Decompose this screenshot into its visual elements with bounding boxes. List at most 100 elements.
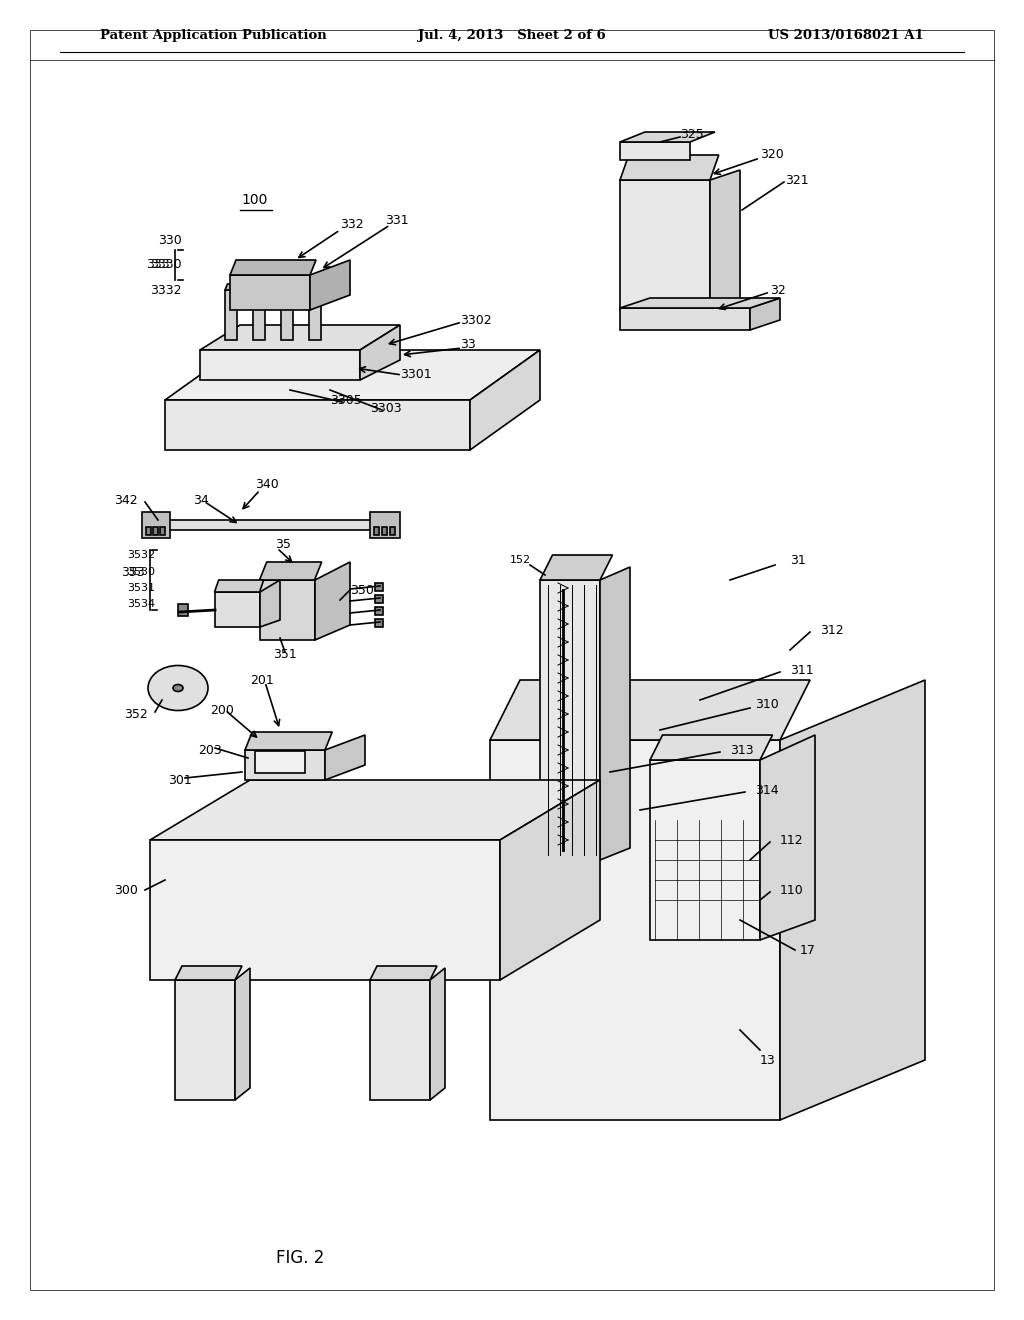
- Bar: [620, 180, 710, 310]
- Text: 3530: 3530: [127, 568, 155, 577]
- Text: 352: 352: [124, 709, 148, 722]
- Polygon shape: [150, 780, 600, 840]
- Polygon shape: [158, 520, 390, 531]
- Text: 320: 320: [760, 149, 783, 161]
- Polygon shape: [225, 284, 240, 290]
- Polygon shape: [710, 170, 740, 310]
- Polygon shape: [214, 579, 264, 591]
- Ellipse shape: [173, 685, 183, 692]
- Text: 3302: 3302: [460, 314, 492, 326]
- Text: 32: 32: [770, 284, 785, 297]
- Text: 34: 34: [193, 494, 209, 507]
- Bar: [255, 751, 305, 774]
- Text: 152: 152: [509, 554, 530, 565]
- Bar: [309, 290, 321, 341]
- Polygon shape: [370, 966, 437, 979]
- Polygon shape: [234, 968, 250, 1100]
- Text: 340: 340: [255, 479, 279, 491]
- Polygon shape: [650, 735, 772, 760]
- Bar: [160, 527, 165, 535]
- Bar: [390, 527, 395, 535]
- Polygon shape: [430, 968, 445, 1100]
- Text: 203: 203: [198, 743, 222, 756]
- Text: 3330: 3330: [151, 259, 182, 272]
- Polygon shape: [490, 680, 810, 741]
- Text: 13: 13: [760, 1053, 776, 1067]
- Text: 110: 110: [780, 883, 804, 896]
- Bar: [370, 512, 400, 539]
- Bar: [375, 619, 383, 627]
- Bar: [178, 605, 188, 616]
- Text: US 2013/0168021 A1: US 2013/0168021 A1: [768, 29, 924, 41]
- Polygon shape: [260, 579, 280, 627]
- Text: 300: 300: [114, 883, 138, 896]
- Polygon shape: [315, 562, 350, 640]
- Polygon shape: [200, 325, 400, 350]
- Polygon shape: [500, 780, 600, 979]
- Text: 100: 100: [242, 193, 268, 207]
- Bar: [650, 760, 760, 940]
- Bar: [281, 290, 293, 341]
- Bar: [153, 527, 158, 535]
- Bar: [620, 143, 690, 160]
- Polygon shape: [175, 966, 242, 979]
- Bar: [142, 512, 170, 539]
- Bar: [200, 350, 360, 380]
- Text: 310: 310: [755, 698, 778, 711]
- Text: 353: 353: [121, 565, 145, 578]
- Bar: [382, 527, 387, 535]
- Text: 3301: 3301: [400, 368, 432, 381]
- Text: 31: 31: [790, 553, 806, 566]
- Bar: [175, 979, 234, 1100]
- Text: Patent Application Publication: Patent Application Publication: [100, 29, 327, 41]
- Ellipse shape: [148, 665, 208, 710]
- Bar: [215, 591, 260, 627]
- Text: 321: 321: [785, 173, 809, 186]
- Polygon shape: [230, 260, 316, 275]
- Text: 333: 333: [146, 259, 170, 272]
- Text: 313: 313: [730, 743, 754, 756]
- Polygon shape: [245, 733, 332, 750]
- Bar: [253, 290, 265, 341]
- Text: 330: 330: [159, 234, 182, 247]
- Text: 351: 351: [273, 648, 297, 661]
- Text: 3332: 3332: [151, 284, 182, 297]
- Polygon shape: [325, 735, 365, 780]
- Bar: [245, 750, 325, 780]
- Bar: [374, 527, 379, 535]
- Bar: [146, 527, 151, 535]
- Text: 301: 301: [168, 774, 191, 787]
- Text: 342: 342: [115, 494, 138, 507]
- Bar: [230, 275, 310, 310]
- Polygon shape: [620, 132, 715, 143]
- Text: 350: 350: [350, 583, 374, 597]
- Text: 33: 33: [460, 338, 476, 351]
- Bar: [260, 579, 315, 640]
- Text: 3303: 3303: [370, 401, 401, 414]
- Bar: [375, 595, 383, 603]
- Text: 3305: 3305: [330, 393, 361, 407]
- Polygon shape: [620, 298, 780, 308]
- Bar: [540, 579, 600, 861]
- Text: FIG. 2: FIG. 2: [275, 1249, 325, 1267]
- Bar: [490, 741, 780, 1119]
- Polygon shape: [253, 284, 267, 290]
- Text: 201: 201: [250, 673, 273, 686]
- Text: 325: 325: [680, 128, 703, 141]
- Text: 314: 314: [755, 784, 778, 796]
- Polygon shape: [540, 554, 612, 579]
- Text: 200: 200: [210, 704, 233, 717]
- Bar: [375, 607, 383, 615]
- Bar: [370, 979, 430, 1100]
- Text: 312: 312: [820, 623, 844, 636]
- Polygon shape: [760, 735, 815, 940]
- Text: 311: 311: [790, 664, 814, 676]
- Polygon shape: [309, 284, 324, 290]
- Bar: [225, 290, 237, 341]
- Polygon shape: [360, 325, 400, 380]
- Bar: [150, 840, 500, 979]
- Polygon shape: [780, 680, 925, 1119]
- Text: 332: 332: [340, 219, 364, 231]
- Polygon shape: [165, 350, 540, 400]
- Text: 3534: 3534: [127, 599, 155, 609]
